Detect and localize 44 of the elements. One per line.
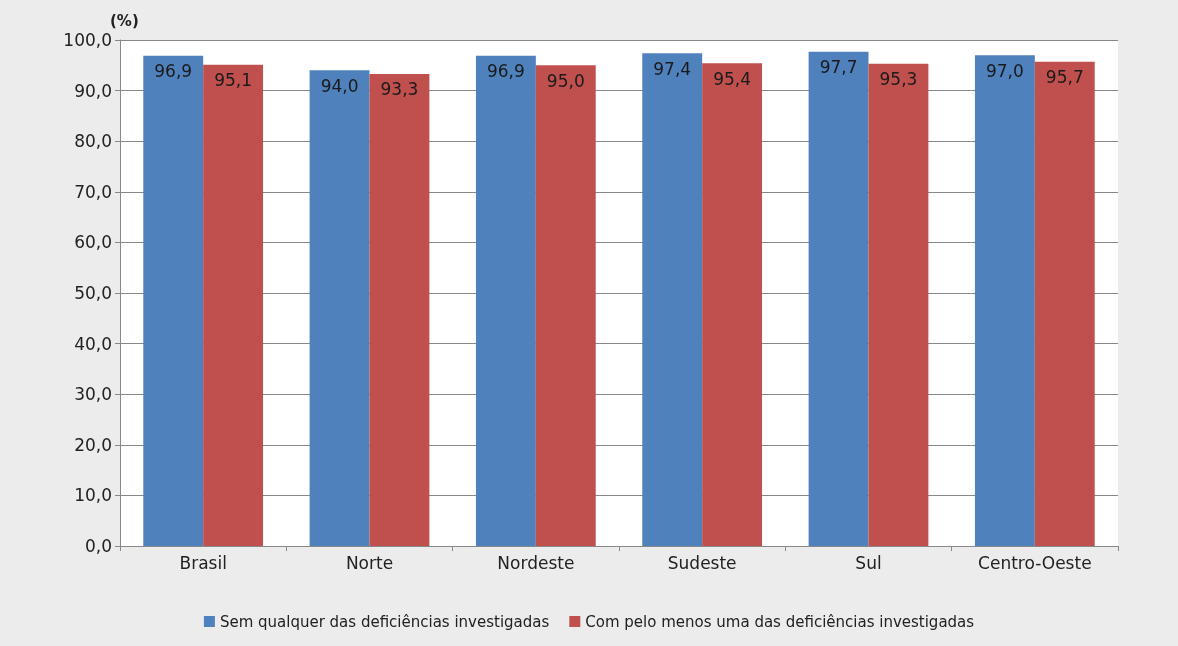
bar [1034, 61, 1095, 546]
bar [642, 53, 703, 546]
y-tick-label: 80,0 [74, 131, 112, 152]
legend-label: Sem qualquer das deficiências investigadas [219, 612, 550, 631]
data-label: 95,1 [214, 70, 253, 91]
data-label: 96,9 [486, 61, 525, 82]
data-label: 95,7 [1045, 67, 1084, 88]
y-tick-label: 70,0 [74, 181, 112, 202]
bar [535, 65, 596, 546]
data-label: 95,3 [879, 69, 918, 90]
bar [974, 55, 1035, 546]
bar [475, 55, 536, 546]
x-tick-label: Sudeste [667, 552, 737, 573]
x-tick-label: Norte [345, 552, 394, 573]
bar [702, 63, 763, 546]
y-tick-label: 30,0 [74, 384, 112, 405]
bar [808, 51, 869, 546]
y-axis-title: (%) [110, 11, 139, 30]
x-tick-label: Sul [855, 552, 882, 573]
y-tick-label: 90,0 [74, 80, 112, 101]
data-label: 93,3 [380, 79, 419, 100]
y-tick-label: 20,0 [74, 434, 112, 455]
bar [309, 70, 370, 546]
data-label: 97,7 [819, 57, 858, 78]
data-label: 94,0 [320, 75, 359, 96]
y-tick-label: 10,0 [74, 485, 112, 506]
y-tick-label: 40,0 [74, 333, 112, 354]
data-label: 97,4 [653, 58, 692, 79]
x-tick-label: Centro-Oeste [978, 552, 1092, 573]
y-tick-label: 60,0 [74, 232, 112, 253]
x-tick-label: Brasil [179, 552, 227, 573]
y-tick-label: 0,0 [84, 536, 112, 556]
y-tick-label: 50,0 [74, 283, 112, 303]
bar [203, 64, 264, 546]
bar [868, 63, 929, 546]
data-label: 95,4 [713, 68, 752, 89]
y-tick-label: 100,0 [63, 30, 112, 50]
data-label: 95,0 [546, 70, 585, 91]
legend-label: Com pelo menos uma das deficiências investigadas [585, 612, 975, 631]
data-label: 96,9 [154, 61, 193, 82]
bar [369, 73, 430, 546]
x-tick-label: Nordeste [497, 552, 575, 573]
bar [143, 55, 204, 546]
data-label: 97,0 [985, 60, 1024, 81]
